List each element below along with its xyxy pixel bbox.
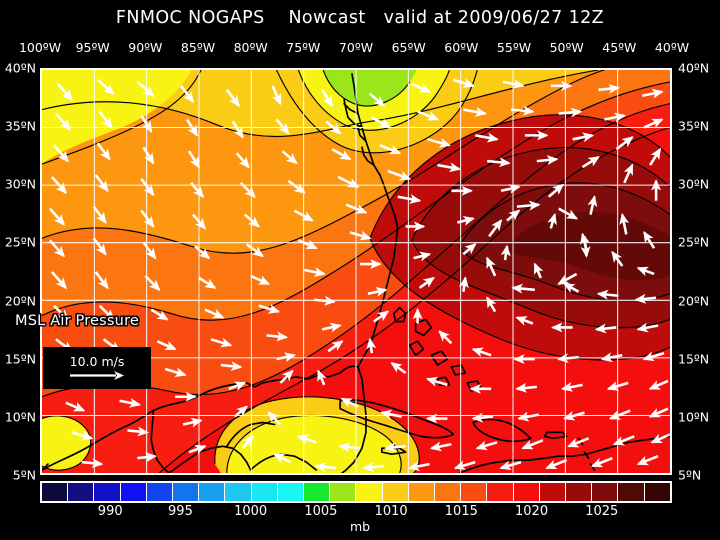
latitude-axis-left: 40ºN 35ºN 30ºN 25ºN 20ºN 15ºN 10ºN 5ºN — [0, 61, 38, 483]
latitude-tick-right-6: 10ºN — [678, 409, 710, 425]
colorbar-tick-7: 1025 — [585, 504, 619, 519]
colorbar-cell-17 — [487, 483, 514, 501]
map-render-svg — [42, 70, 670, 473]
latitude-axis-right: 40ºN 35ºN 30ºN 25ºN 20ºN 15ºN 10ºN 5ºN — [676, 61, 720, 483]
longitude-tick-2: 90ºW — [128, 40, 163, 55]
longitude-tick-8: 60ºW — [444, 40, 479, 55]
colorbar-cell-10 — [304, 483, 331, 501]
longitude-tick-3: 85ºW — [180, 40, 216, 55]
latitude-tick-left-6: 10ºN — [4, 409, 36, 425]
colorbar-cell-1 — [68, 483, 95, 501]
bermuda-high-circulation — [485, 200, 591, 294]
page-title: FNMOC NOGAPS Nowcast valid at 2009/06/27… — [115, 8, 605, 28]
colorbar-cell-13 — [382, 483, 409, 501]
map-plot-area[interactable] — [40, 68, 672, 475]
colorbar-tick-0: 990 — [97, 504, 123, 519]
colorbar-cell-5 — [173, 483, 200, 501]
colorbar-cell-7 — [225, 483, 252, 501]
page-title-bar: FNMOC NOGAPS Nowcast valid at 2009/06/27… — [0, 6, 720, 30]
colorbar-cell-23 — [644, 483, 670, 501]
latitude-tick-left-0: 40ºN — [4, 60, 36, 76]
latitude-tick-right-4: 20ºN — [678, 293, 710, 309]
colorbar-tick-labels: 990 995 1000 1005 1010 1015 1020 1025 — [40, 504, 672, 522]
wind-scale-label: 10.0 m/s — [69, 353, 125, 369]
colorbar-tick-1: 995 — [168, 504, 193, 519]
colorbar-cell-12 — [356, 483, 383, 501]
longitude-tick-7: 65ºW — [391, 40, 426, 55]
longitude-tick-0: 100ºW — [18, 40, 62, 55]
colorbar-tick-6: 1020 — [515, 504, 549, 519]
latitude-tick-right-5: 15ºN — [678, 351, 710, 367]
colorbar-tick-2: 1000 — [234, 504, 268, 519]
colorbar[interactable] — [40, 481, 672, 503]
longitude-tick-10: 50ºW — [549, 40, 584, 55]
arrow-right-icon — [70, 371, 124, 381]
latitude-tick-right-1: 35ºN — [678, 118, 710, 134]
colorbar-cell-6 — [199, 483, 226, 501]
longitude-tick-11: 45ºW — [602, 40, 637, 55]
colorbar-cell-22 — [618, 483, 645, 501]
colorbar-tick-4: 1010 — [374, 504, 408, 519]
longitude-tick-6: 70ºW — [338, 40, 374, 55]
wind-scale-key: 10.0 m/s — [43, 347, 151, 389]
colorbar-cell-3 — [120, 483, 147, 501]
colorbar-cell-0 — [42, 483, 69, 501]
colorbar-cell-4 — [146, 483, 174, 501]
colorbar-cell-16 — [461, 483, 488, 501]
longitude-tick-12: 40ºW — [654, 40, 690, 55]
latitude-tick-left-4: 20ºN — [4, 293, 36, 309]
colorbar-cell-15 — [435, 483, 462, 501]
colorbar-tick-5: 1015 — [444, 504, 478, 519]
latitude-tick-left-3: 25ºN — [4, 234, 36, 250]
colorbar-cell-21 — [592, 483, 619, 501]
colorbar-cell-8 — [251, 483, 278, 501]
field-label: MSL Air Pressure — [15, 313, 140, 329]
wind-vector-layer — [48, 78, 670, 473]
colorbar-cell-18 — [513, 483, 540, 501]
colorbar-cell-9 — [277, 483, 305, 501]
longitude-tick-1: 95ºW — [75, 40, 110, 55]
colorbar-cell-2 — [94, 483, 121, 501]
latitude-tick-left-1: 35ºN — [4, 118, 36, 134]
colorbar-cell-19 — [539, 483, 567, 501]
colorbar-cell-20 — [566, 483, 593, 501]
colorbar-unit-label: mb — [349, 519, 371, 534]
longitude-tick-9: 55ºW — [496, 40, 532, 55]
latitude-tick-right-3: 25ºN — [678, 234, 710, 250]
longitude-tick-4: 80ºW — [233, 40, 268, 55]
latitude-tick-right-2: 30ºN — [678, 176, 710, 192]
latitude-tick-left-7: 5ºN — [12, 467, 36, 483]
map-canvas — [42, 70, 670, 473]
colorbar-tick-3: 1005 — [304, 504, 338, 519]
latitude-tick-left-2: 30ºN — [4, 176, 36, 192]
colorbar-cell-11 — [330, 483, 357, 501]
longitude-axis-top: 100ºW 95ºW 90ºW 85ºW 80ºW 75ºW 70ºW 65ºW 60ºW 55º… — [19, 40, 689, 55]
latitude-tick-left-5: 15ºN — [4, 351, 36, 367]
colorbar-cell-14 — [408, 483, 436, 501]
latitude-tick-right-0: 40ºN — [678, 60, 710, 76]
longitude-tick-5: 75ºW — [286, 40, 321, 55]
latitude-tick-right-7: 5ºN — [678, 467, 702, 483]
